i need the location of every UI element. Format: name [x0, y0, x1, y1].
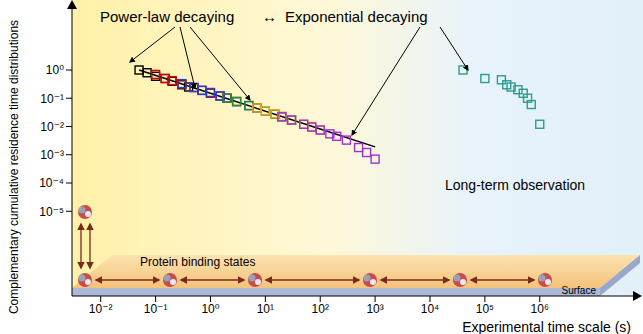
svg-text:10⁻⁴: 10⁻⁴ — [39, 176, 64, 190]
svg-text:10⁵: 10⁵ — [476, 302, 494, 316]
svg-text:10⁻²: 10⁻² — [40, 120, 64, 134]
svg-text:10⁻¹: 10⁻¹ — [144, 302, 168, 316]
svg-text:10⁰: 10⁰ — [46, 63, 64, 77]
svg-text:Surface: Surface — [562, 285, 597, 296]
svg-text:10¹: 10¹ — [257, 302, 274, 316]
svg-text:Protein binding states: Protein binding states — [140, 255, 255, 269]
svg-text:10⁰: 10⁰ — [201, 302, 219, 316]
svg-text:10⁻⁵: 10⁻⁵ — [39, 205, 64, 219]
svg-text:Experimental time scale (s): Experimental time scale (s) — [462, 319, 631, 334]
svg-text:10⁻²: 10⁻² — [89, 302, 113, 316]
svg-text:↔: ↔ — [262, 8, 277, 25]
svg-text:10⁻³: 10⁻³ — [40, 148, 64, 162]
svg-text:Complementary cumulative resid: Complementary cumulative residence time … — [7, 20, 21, 314]
svg-text:10⁻¹: 10⁻¹ — [40, 92, 64, 106]
svg-text:Long-term observation: Long-term observation — [445, 177, 585, 193]
svg-text:10²: 10² — [312, 302, 329, 316]
svg-text:10³: 10³ — [366, 302, 383, 316]
svg-text:10⁶: 10⁶ — [531, 302, 549, 316]
svg-text:10⁴: 10⁴ — [421, 302, 440, 316]
svg-text:Exponential decaying: Exponential decaying — [285, 8, 428, 25]
svg-text:Power-law decaying: Power-law decaying — [100, 8, 234, 25]
